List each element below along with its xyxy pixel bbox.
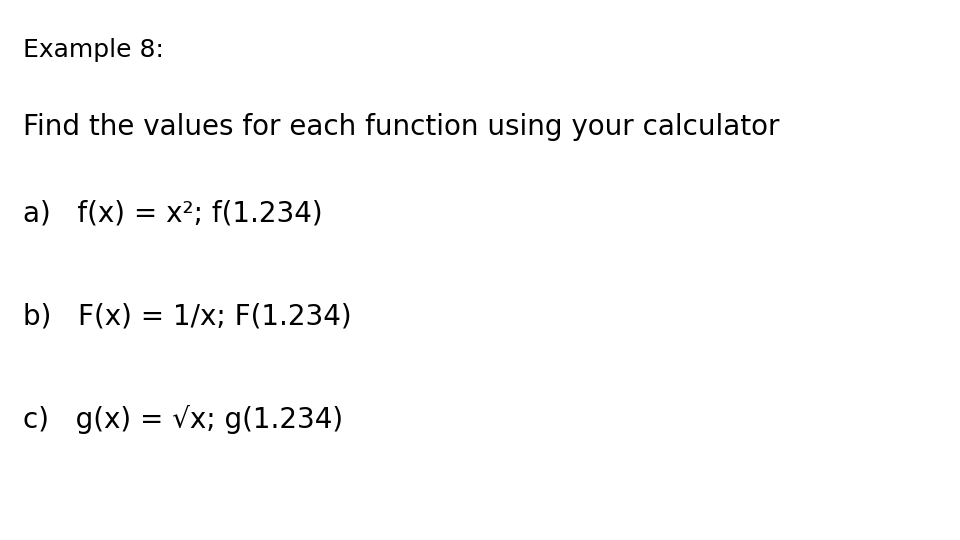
Text: c)   g(x) = √x; g(1.234): c) g(x) = √x; g(1.234) bbox=[23, 405, 344, 434]
Text: b)   F(x) = 1/x; F(1.234): b) F(x) = 1/x; F(1.234) bbox=[23, 302, 352, 330]
Text: Example 8:: Example 8: bbox=[23, 38, 164, 62]
Text: a)   f(x) = x²; f(1.234): a) f(x) = x²; f(1.234) bbox=[23, 200, 323, 228]
Text: Find the values for each function using your calculator: Find the values for each function using … bbox=[23, 113, 780, 141]
